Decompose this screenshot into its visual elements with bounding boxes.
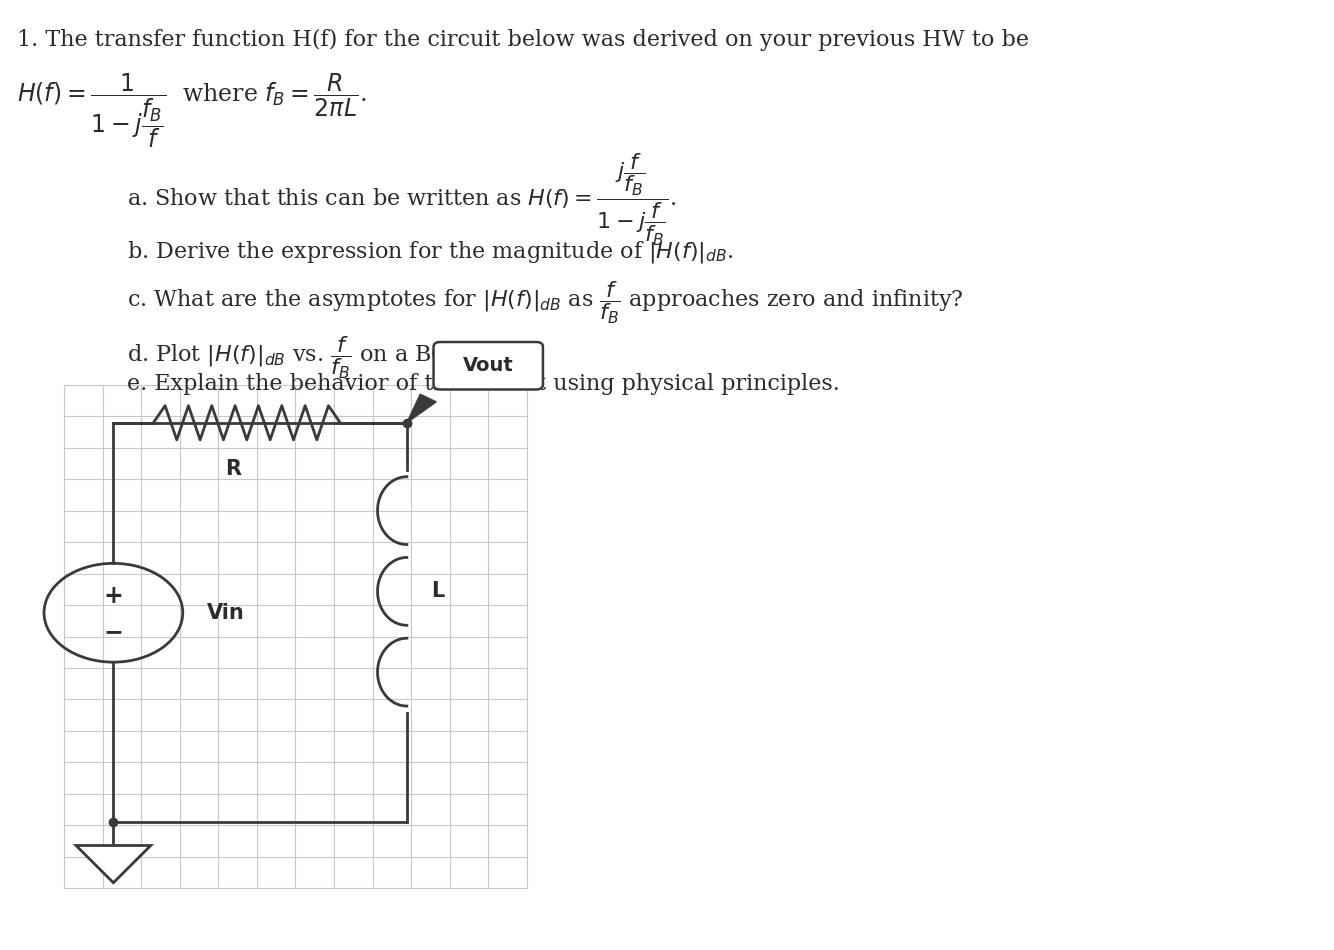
Text: +: + — [104, 583, 123, 608]
Text: −: − — [104, 619, 123, 644]
Text: R: R — [225, 459, 241, 479]
Polygon shape — [407, 394, 436, 423]
Text: a. Show that this can be written as $H(f) = \dfrac{j\dfrac{f}{f_B}}{1-j\dfrac{f}: a. Show that this can be written as $H(f… — [127, 152, 676, 248]
Text: b. Derive the expression for the magnitude of $|H(f)|_{dB}$.: b. Derive the expression for the magnitu… — [127, 239, 734, 265]
Text: e. Explain the behavior of this circuit using physical principles.: e. Explain the behavior of this circuit … — [127, 373, 839, 395]
Text: Vin: Vin — [207, 602, 244, 623]
FancyBboxPatch shape — [434, 342, 543, 390]
Text: c. What are the asymptotes for $|H(f)|_{dB}$ as $\dfrac{f}{f_B}$ approaches zero: c. What are the asymptotes for $|H(f)|_{… — [127, 279, 963, 326]
Text: L: L — [431, 581, 444, 601]
Text: Vout: Vout — [463, 356, 514, 375]
Text: 1. The transfer function H(f) for the circuit below was derived on your previous: 1. The transfer function H(f) for the ci… — [17, 28, 1030, 50]
Text: d. Plot $|H(f)|_{dB}$ vs. $\dfrac{f}{f_B}$ on a BODE plot.: d. Plot $|H(f)|_{dB}$ vs. $\dfrac{f}{f_B… — [127, 334, 540, 381]
Text: $H(f) = \dfrac{1}{1-j\dfrac{f_B}{f}}$  where $f_B = \dfrac{R}{2\pi L}$.: $H(f) = \dfrac{1}{1-j\dfrac{f_B}{f}}$ wh… — [17, 71, 367, 150]
Polygon shape — [76, 846, 151, 883]
